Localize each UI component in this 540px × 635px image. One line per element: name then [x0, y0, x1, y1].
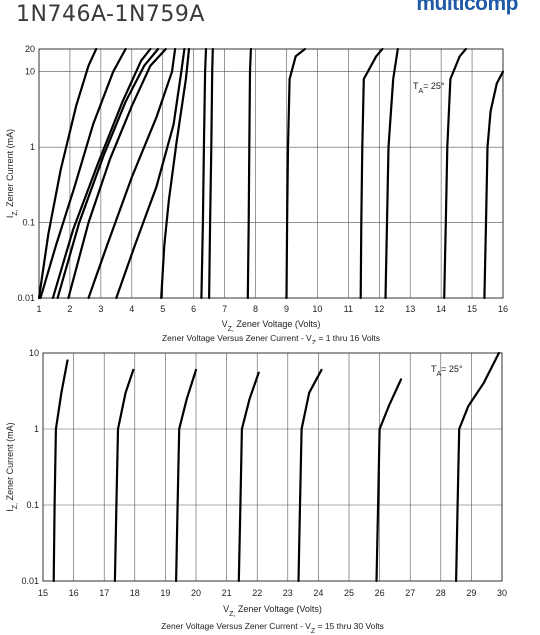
temperature-annotation: TA= 25°	[431, 364, 463, 378]
x-tick-label: 9	[284, 304, 289, 314]
y-axis-label: IZ, Zener Current (mA)	[5, 422, 19, 511]
zener-curve-1	[37, 47, 98, 300]
page-header: 1N746A-1N759A multicomp	[0, 0, 540, 30]
zener-curve-6	[375, 378, 403, 583]
zener-curve-12	[285, 47, 307, 300]
zener-curve-13	[359, 47, 384, 300]
x-tick-label: 28	[436, 588, 446, 598]
x-tick-label: 15	[38, 588, 48, 598]
brand-logo: multicomp	[416, 0, 518, 15]
x-tick-label: 10	[312, 304, 322, 314]
zener-curve-14	[384, 47, 399, 300]
x-tick-label: 3	[98, 304, 103, 314]
y-tick-label: 1	[34, 424, 39, 434]
x-tick-label: 21	[222, 588, 232, 598]
document-title: 1N746A-1N759A	[16, 2, 205, 27]
x-tick-label: 14	[436, 304, 446, 314]
zener-curve-10	[208, 47, 214, 300]
zener-curve-5	[67, 47, 167, 300]
y-axis-label: IZ, Zener Current (mA)	[5, 129, 19, 218]
x-axis-label: VZ, Zener Voltage (Volts)	[222, 319, 321, 333]
zener-curve-1	[52, 359, 69, 583]
y-tick-label: 10	[29, 348, 39, 358]
y-tick-label: 1	[30, 142, 35, 152]
zener-curve-16	[483, 70, 505, 300]
x-tick-label: 6	[191, 304, 196, 314]
x-tick-label: 25	[344, 588, 354, 598]
zener-curve-7	[455, 351, 500, 583]
y-tick-label: 20	[25, 44, 35, 54]
x-tick-label: 30	[497, 588, 507, 598]
x-tick-label: 2	[67, 304, 72, 314]
zener-curve-2	[113, 368, 135, 583]
zener-curve-8	[160, 47, 191, 300]
x-tick-label: 26	[375, 588, 385, 598]
plot-frame	[42, 352, 503, 582]
zener-curve-7	[115, 47, 186, 300]
x-tick-label: 24	[313, 588, 323, 598]
x-tick-label: 29	[466, 588, 476, 598]
zener-curve-2	[39, 47, 127, 300]
y-tick-label: 10	[25, 67, 35, 77]
y-tick-label: 0.1	[26, 500, 39, 510]
x-tick-label: 27	[405, 588, 415, 598]
zener-curve-4	[56, 47, 160, 300]
zener-curve-11	[246, 47, 252, 300]
x-tick-label: 17	[99, 588, 109, 598]
zener-curve-3	[51, 47, 152, 300]
x-tick-label: 16	[69, 588, 79, 598]
x-tick-label: 12	[374, 304, 384, 314]
x-tick-label: 5	[160, 304, 165, 314]
x-tick-label: 22	[252, 588, 262, 598]
zener-curve-3	[175, 368, 198, 583]
temperature-annotation: TA= 25°	[413, 81, 445, 95]
x-tick-label: 7	[222, 304, 227, 314]
chart-caption: Zener Voltage Versus Zener Current - VZ …	[161, 621, 384, 635]
zener-curve-15	[443, 47, 467, 300]
y-tick-label: 0.1	[22, 218, 35, 228]
zener-chart-15-to-30v: 15 16 17 18 19 20 21 22 23 24 25 26 27 28 29 30 0.01 0.1 1…	[5, 348, 507, 635]
x-tick-label: 11	[344, 304, 353, 314]
y-tick-label: 0.01	[21, 576, 39, 586]
x-tick-label: 15	[467, 304, 477, 314]
plot-frame	[38, 48, 504, 299]
zener-curve-9	[200, 47, 208, 300]
x-tick-label: 16	[498, 304, 508, 314]
x-axis-label: VZ, Zener Voltage (Volts)	[223, 604, 322, 618]
chart-caption: Zener Voltage Versus Zener Current - VZ …	[162, 333, 380, 344]
y-tick-label: 0.01	[17, 293, 35, 303]
x-tick-label: 18	[130, 588, 140, 598]
x-tick-label: 8	[253, 304, 258, 314]
x-tick-label: 20	[191, 588, 201, 598]
x-tick-label: 1	[36, 304, 41, 314]
x-tick-label: 4	[129, 304, 134, 314]
zener-curve-6	[87, 47, 177, 300]
grid	[42, 352, 503, 582]
x-tick-label: 19	[160, 588, 170, 598]
x-tick-label: 23	[283, 588, 293, 598]
x-tick-label: 13	[405, 304, 415, 314]
zener-curve-4	[237, 371, 260, 583]
zener-curve-5	[297, 368, 323, 583]
